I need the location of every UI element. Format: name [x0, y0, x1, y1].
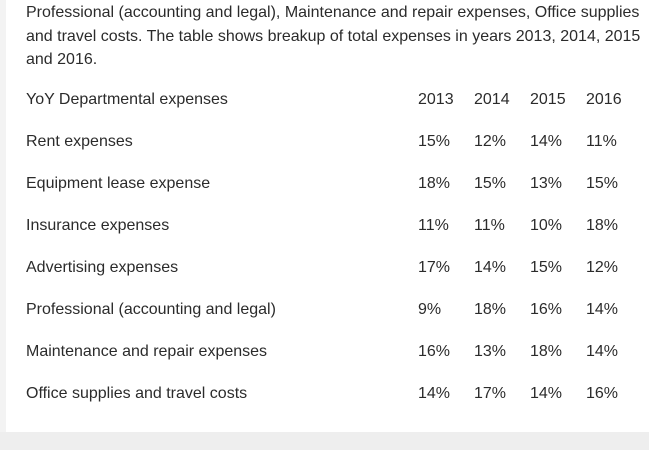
table-row: Maintenance and repair expenses 16% 13% … — [26, 331, 636, 373]
row-label: Equipment lease expense — [26, 175, 211, 192]
cell-value: 16% — [418, 343, 451, 360]
row-label: Maintenance and repair expenses — [26, 343, 268, 360]
cell-value: 18% — [530, 343, 563, 360]
cell-value: 16% — [530, 301, 563, 318]
cell-value: 10% — [530, 217, 563, 234]
header-year: 2013 — [418, 91, 454, 108]
cell-value: 14% — [474, 259, 507, 276]
header-year: 2016 — [586, 91, 622, 108]
expenses-table: YoY Departmental expenses 2013 2014 2015… — [26, 79, 636, 415]
table-header-row: YoY Departmental expenses 2013 2014 2015… — [26, 79, 636, 121]
row-label: Insurance expenses — [26, 217, 170, 234]
header-label: YoY Departmental expenses — [26, 91, 228, 108]
cell-value: 13% — [474, 343, 507, 360]
table-row: Advertising expenses 17% 14% 15% 12% — [26, 247, 636, 289]
table-row: Insurance expenses 11% 11% 10% 18% — [26, 205, 636, 247]
cell-value: 15% — [418, 133, 451, 150]
table-row: Office supplies and travel costs 14% 17%… — [26, 373, 636, 415]
row-label: Rent expenses — [26, 133, 133, 150]
bottom-strip — [0, 432, 649, 450]
cell-value: 18% — [418, 175, 451, 192]
cell-value: 11% — [586, 133, 617, 150]
cell-value: 14% — [586, 343, 619, 360]
intro-paragraph: Professional (accounting and legal), Mai… — [26, 4, 641, 68]
cell-value: 14% — [418, 385, 451, 402]
cell-value: 15% — [530, 259, 563, 276]
table-row: Professional (accounting and legal) 9% 1… — [26, 289, 636, 331]
row-label: Professional (accounting and legal) — [26, 301, 276, 318]
cell-value: 15% — [474, 175, 507, 192]
cell-value: 14% — [530, 133, 563, 150]
row-label: Office supplies and travel costs — [26, 385, 248, 402]
cell-value: 12% — [586, 259, 619, 276]
cell-value: 15% — [586, 175, 619, 192]
table-row: Rent expenses 15% 12% 14% 11% — [26, 121, 636, 163]
cell-value: 14% — [530, 385, 563, 402]
content-panel: Professional (accounting and legal), Mai… — [6, 0, 649, 432]
cell-value: 9% — [418, 301, 442, 318]
cell-value: 11% — [474, 217, 505, 234]
header-year: 2015 — [530, 91, 566, 108]
cell-value: 11% — [418, 217, 449, 234]
cell-value: 14% — [586, 301, 619, 318]
cell-value: 18% — [474, 301, 507, 318]
cell-value: 17% — [474, 385, 507, 402]
header-year: 2014 — [474, 91, 510, 108]
cell-value: 12% — [474, 133, 507, 150]
cell-value: 13% — [530, 175, 563, 192]
cell-value: 17% — [418, 259, 451, 276]
table-row: Equipment lease expense 18% 15% 13% 15% — [26, 163, 636, 205]
row-label: Advertising expenses — [26, 259, 179, 276]
cell-value: 18% — [586, 217, 619, 234]
cell-value: 16% — [586, 385, 619, 402]
